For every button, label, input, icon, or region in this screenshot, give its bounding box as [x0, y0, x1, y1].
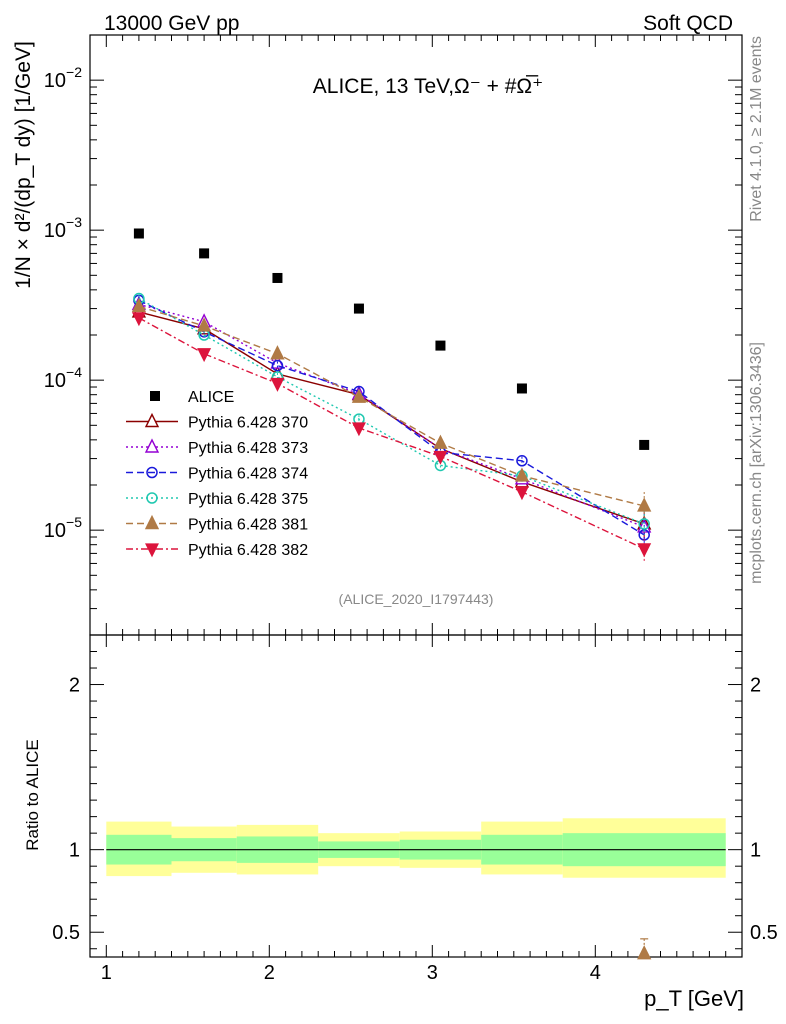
- legend-marker: [144, 412, 160, 428]
- legend-item: Pythia 6.428 374: [126, 466, 308, 483]
- ratio-y-axis-title: Ratio to ALICE: [23, 739, 42, 851]
- x-tick-label: 4: [590, 962, 601, 984]
- y-tick-label: 10−3: [44, 214, 82, 242]
- chart-title: ALICE, 13 TeV,Ω⁻ + #Ω̅⁺: [313, 75, 543, 98]
- series-point: [351, 388, 367, 403]
- y-axis-title: 1/N × d²/(dp_T dy) [1/GeV]: [12, 41, 35, 289]
- analysis-id: (ALICE_2020_I1797443): [339, 591, 494, 607]
- legend-item: Pythia 6.428 381: [126, 514, 308, 534]
- legend-marker: [146, 492, 158, 504]
- legend-marker: [145, 543, 159, 558]
- series-381: [131, 297, 652, 520]
- series-point: [516, 455, 528, 467]
- ratio-panel: 1 2 3 4 0.5 0.5 1 1 2 2: [52, 634, 778, 984]
- series-point: [271, 359, 284, 372]
- ratio-tick-label: 0.5: [52, 922, 80, 944]
- series-point: [270, 345, 285, 360]
- ratio-tick-label: 2: [69, 675, 80, 697]
- header-right: Soft QCD: [643, 12, 733, 35]
- series-point: [637, 543, 652, 558]
- x-tick-label: 3: [427, 962, 438, 984]
- legend-marker: [144, 514, 160, 530]
- x-tick-label: 1: [101, 962, 112, 984]
- ratio-frame: [89, 634, 743, 958]
- reference-point: [272, 272, 283, 283]
- reference-point: [199, 248, 210, 259]
- series-382: [131, 312, 652, 563]
- series-point: [270, 377, 285, 392]
- legend-label: Pythia 6.428 382: [188, 542, 308, 559]
- main-reference-layer: [133, 228, 650, 450]
- legend-item-reference: ALICE: [150, 389, 234, 406]
- y-tick-label: 10−4: [44, 364, 82, 392]
- legend-marker: [144, 438, 160, 453]
- legend-label: Pythia 6.428 370: [188, 415, 308, 432]
- series-point: [637, 497, 652, 512]
- legend-marker: [146, 466, 158, 479]
- ratio-point: [637, 945, 652, 960]
- legend-item: Pythia 6.428 370: [126, 412, 308, 432]
- legend: ALICE Pythia 6.428 370 Pythia 6.428 373 Pyt…: [126, 389, 308, 559]
- series-point: [433, 434, 448, 449]
- reference-point: [133, 228, 144, 239]
- ratio-tick-label-right: 2: [750, 675, 761, 697]
- legend-label: ALICE: [188, 389, 234, 406]
- y-tick-label: 10−2: [44, 64, 82, 92]
- y-tick-label: 10−5: [44, 514, 82, 542]
- legend-item: Pythia 6.428 382: [126, 542, 308, 559]
- ratio-bands: [106, 818, 726, 878]
- series-point: [433, 450, 448, 465]
- mcplots-label: mcplots.cern.ch [arXiv:1306.3436]: [748, 342, 765, 584]
- series-point: [131, 312, 146, 327]
- ratio-tick-label-right: 1: [750, 840, 761, 862]
- series-point: [351, 422, 366, 437]
- x-tick-label: 2: [264, 962, 275, 984]
- legend-item: Pythia 6.428 375: [126, 491, 308, 508]
- legend-label: Pythia 6.428 375: [188, 491, 308, 508]
- reference-point: [435, 340, 446, 351]
- series-point: [196, 317, 212, 332]
- header-left: 13000 GeV pp: [104, 12, 239, 35]
- legend-label: Pythia 6.428 381: [188, 517, 308, 534]
- legend-item: Pythia 6.428 373: [126, 438, 308, 457]
- series-point: [197, 348, 212, 363]
- series-point: [514, 467, 530, 482]
- legend-marker: [150, 391, 160, 401]
- ratio-points: [637, 938, 652, 960]
- rivet-label: Rivet 4.1.0, ≥ 2.1M events: [748, 36, 765, 222]
- series-point: [638, 518, 650, 530]
- main-series-layer: [131, 292, 652, 563]
- legend-label: Pythia 6.428 373: [188, 440, 308, 457]
- legend-label: Pythia 6.428 374: [188, 466, 308, 483]
- ratio-tick-label: 1: [69, 840, 80, 862]
- ratio-axes: 1 2 3 4 0.5 0.5 1 1 2 2: [52, 634, 778, 984]
- reference-point: [516, 383, 527, 394]
- reference-point: [639, 439, 650, 450]
- series-point: [514, 486, 529, 501]
- x-axis-title: p_T [GeV]: [644, 986, 744, 1011]
- ratio-tick-label-right: 0.5: [750, 922, 778, 944]
- series-point: [131, 297, 147, 313]
- series-line: [138, 317, 645, 550]
- reference-point: [353, 303, 364, 314]
